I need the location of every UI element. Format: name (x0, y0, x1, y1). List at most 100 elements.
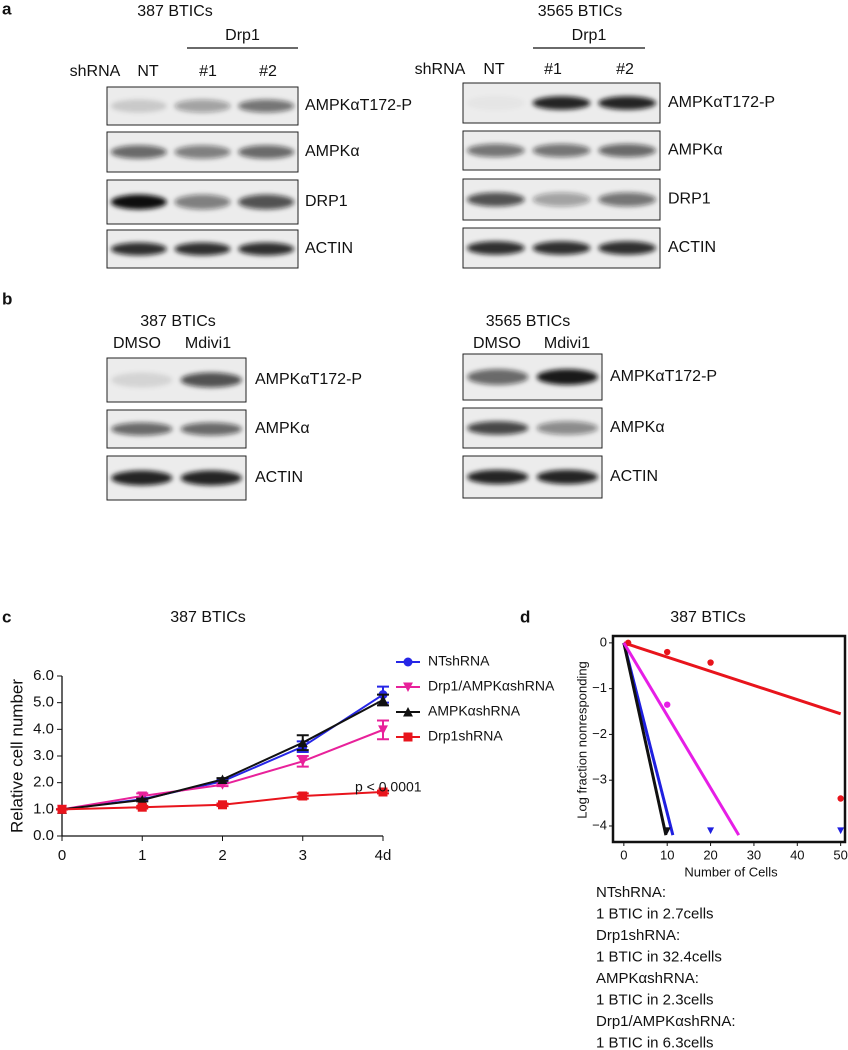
fit-line (622, 642, 741, 836)
data-point (663, 827, 671, 835)
data-point (837, 795, 844, 802)
panel-label: c (2, 607, 11, 626)
data-point (137, 795, 148, 805)
blot-band (174, 99, 231, 113)
blot-row-label: DRP1 (668, 191, 711, 208)
blot-band (110, 242, 167, 256)
lane-label: NT (483, 61, 505, 78)
blot-row-label: ACTIN (255, 469, 303, 486)
x-axis-label: Number of Cells (684, 864, 778, 879)
shrna-label: shRNA (70, 63, 121, 80)
blot-band (180, 372, 242, 388)
blot-row-label: ACTIN (305, 240, 353, 257)
blot-band (110, 99, 167, 113)
legend-marker (403, 657, 413, 667)
lane-label: #2 (616, 61, 634, 78)
y-axis-label: Relative cell number (7, 679, 26, 833)
blot-band (467, 96, 525, 110)
blot-row-label: DRP1 (305, 193, 348, 210)
blot-band (238, 194, 295, 210)
blot-row-label: AMPKαT172-P (255, 371, 362, 388)
blot-row-label: AMPKαT172-P (668, 94, 775, 111)
blot-band (467, 469, 529, 485)
data-point (298, 791, 308, 801)
lane-label: NT (137, 63, 159, 80)
blot-band (532, 241, 591, 255)
blot-title: 387 BTICs (137, 3, 213, 20)
data-point (624, 639, 632, 647)
data-point (707, 827, 715, 835)
panel-label: b (2, 289, 12, 308)
x-tick-label: 10 (660, 847, 674, 862)
blot-band (111, 470, 173, 486)
legend-label: Drp1shRNA (428, 728, 503, 744)
blot-band (466, 192, 525, 207)
lane-label: #2 (259, 63, 277, 80)
panel-label: a (2, 0, 12, 18)
y-tick-label: 0.0 (33, 827, 54, 844)
blot-band (532, 192, 591, 207)
fit-line (623, 641, 842, 716)
blot-row-label: AMPKαT172-P (610, 368, 717, 385)
series-line (61, 693, 384, 811)
x-tick-label: 0 (58, 847, 66, 864)
blot-band (180, 422, 242, 436)
blot-band (180, 470, 242, 486)
series-line (61, 699, 384, 811)
x-tick-label: 40 (790, 847, 804, 862)
data-point (707, 659, 714, 666)
x-tick-label: 4d (375, 847, 392, 864)
y-tick-label: −3 (592, 772, 607, 787)
legend-estimate: 1 BTIC in 32.4cells (596, 948, 722, 965)
x-tick-label: 0 (620, 847, 627, 862)
y-tick-label: 3.0 (33, 747, 54, 764)
data-point (217, 774, 228, 784)
legend-name: NTshRNA: (596, 884, 666, 901)
blot-band (536, 369, 598, 385)
shrna-label: shRNA (415, 61, 466, 78)
blot-band (466, 143, 525, 158)
lane-label: Mdivi1 (185, 335, 231, 352)
group-label: Drp1 (572, 27, 607, 44)
x-tick-label: 1 (138, 847, 146, 864)
blot-band (111, 422, 173, 436)
blot-band (174, 242, 231, 256)
blot-title: 3565 BTICs (538, 3, 622, 20)
y-tick-label: 6.0 (33, 667, 54, 684)
legend-marker (403, 682, 413, 692)
x-tick-label: 30 (747, 847, 761, 862)
data-point (297, 756, 308, 767)
blot-row-label: AMPKα (305, 143, 360, 160)
legend-name: Drp1shRNA: (596, 927, 680, 944)
data-point (664, 701, 671, 708)
legend-name: AMPKαshRNA: (596, 970, 699, 987)
y-tick-label: 0 (600, 634, 607, 649)
blot-title: 387 BTICs (140, 313, 216, 330)
blot-row-label: ACTIN (668, 239, 716, 256)
data-point (378, 725, 388, 735)
legend-label: NTshRNA (428, 653, 490, 669)
annotation: p < 0.0001 (355, 779, 422, 795)
fit-line (622, 642, 668, 836)
x-tick-label: 3 (299, 847, 307, 864)
y-tick-label: −2 (592, 726, 607, 741)
data-point (664, 648, 671, 656)
lane-label: #1 (199, 63, 217, 80)
x-tick-label: 50 (833, 847, 847, 862)
x-tick-label: 2 (218, 847, 226, 864)
blot-row-label: AMPKαT172-P (305, 97, 412, 114)
data-point (137, 802, 147, 812)
lane-label: #1 (544, 61, 562, 78)
lane-label: DMSO (113, 335, 161, 352)
blot-band (111, 372, 173, 388)
legend-label: Drp1/AMPKαshRNA (428, 678, 555, 694)
blot-band (174, 145, 231, 159)
blot-band (466, 241, 525, 255)
blot-band (110, 194, 167, 210)
y-tick-label: 5.0 (33, 694, 54, 711)
legend-label: AMPKαshRNA (428, 703, 521, 719)
data-point (297, 737, 308, 748)
data-point (378, 695, 388, 705)
blot-band (598, 241, 657, 255)
